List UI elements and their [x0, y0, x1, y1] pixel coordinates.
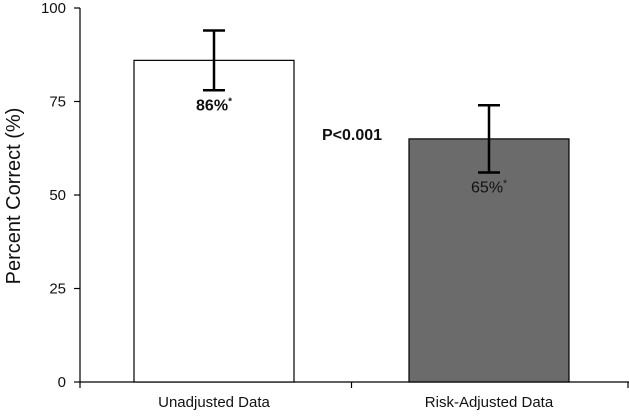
value-label-asterisk: * [228, 96, 232, 107]
bar-unadjusted [133, 59, 295, 383]
y-axis-title: Percent Correct (%) [3, 108, 25, 285]
x-tick-label: Risk-Adjusted Data [425, 394, 554, 411]
y-tick-label: 50 [49, 187, 66, 204]
y-tick-label: 100 [41, 0, 66, 17]
y-tick-label: 25 [49, 281, 66, 298]
y-tick-label: 0 [58, 374, 66, 391]
y-tick-label: 75 [49, 94, 66, 111]
labels-layer: 86%* Unadjusted Data 65%* Risk-Adjusted Dat… [158, 96, 554, 411]
errors-layer [203, 29, 500, 174]
value-label: 86%* [196, 96, 232, 114]
value-label-asterisk: * [503, 179, 507, 190]
bar-risk-adjusted [408, 138, 570, 383]
p-value-annotation: P<0.001 [322, 127, 382, 144]
bars-layer [133, 59, 570, 383]
value-label: 65%* [471, 179, 507, 197]
x-tick-label: Unadjusted Data [158, 394, 270, 411]
